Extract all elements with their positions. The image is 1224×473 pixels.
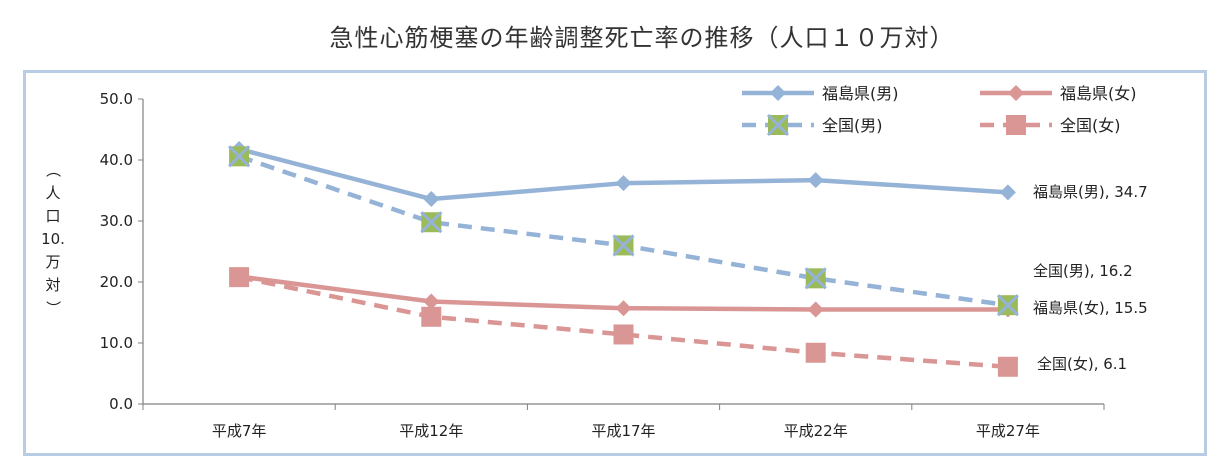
x-square-marker-cross	[804, 267, 827, 290]
diamond-marker	[807, 301, 824, 318]
y-tick-label: 0.0	[109, 395, 133, 413]
square-marker	[229, 267, 250, 288]
y-axis-label: （ 人口 10. 万対 ）	[41, 162, 65, 315]
legend: 福島県(男) 福島県(女) 全国(男) 全国(女)	[742, 84, 1137, 137]
x-square-marker-cross	[612, 234, 635, 257]
x-tick-label: 平成17年	[591, 422, 655, 440]
y-axis-label-char: 対	[45, 276, 60, 294]
y-axis-label-char: ）	[44, 300, 62, 315]
data-label: 福島県(女), 15.5	[1033, 299, 1148, 317]
y-tick-label: 40.0	[100, 151, 133, 169]
square-marker	[805, 342, 826, 363]
y-axis-label-char: 10.	[41, 230, 65, 248]
x-tick-label: 平成27年	[976, 422, 1040, 440]
x-tick-label: 平成22年	[784, 422, 848, 440]
x-square-marker-cross	[228, 145, 251, 168]
square-marker	[421, 306, 442, 327]
y-tick-label: 10.0	[100, 334, 133, 352]
diamond-marker	[770, 85, 786, 101]
diamond-marker	[999, 184, 1016, 201]
square-marker	[997, 356, 1018, 377]
series-line	[238, 146, 1009, 202]
legend-entry: 福島県(女)	[1060, 84, 1137, 103]
series-markers	[228, 141, 1019, 377]
y-axis-label-char: 万	[45, 253, 60, 271]
y-axis-label-char: 口	[45, 207, 60, 225]
y-axis-label-char: 人	[45, 184, 60, 202]
data-label: 福島県(男), 34.7	[1033, 183, 1148, 201]
square-marker	[613, 324, 634, 345]
y-tick-label: 50.0	[100, 90, 133, 108]
diamond-marker	[1008, 85, 1024, 101]
x-square-marker-cross	[996, 294, 1019, 317]
legend-entry: 全国(女)	[1060, 116, 1121, 135]
x-tick-label: 平成7年	[212, 422, 267, 440]
diamond-marker	[423, 293, 440, 310]
diamond-marker	[423, 191, 440, 208]
diamond-marker	[615, 300, 632, 317]
diamond-marker	[807, 172, 824, 189]
chart-frame	[23, 70, 1207, 456]
x-square-marker-cross	[420, 211, 443, 234]
axes: 0.0 10.0 20.0 30.0 40.0 50.0 平成7年 平成12年 平成17年 平成2…	[41, 90, 1105, 440]
square-marker	[1006, 115, 1026, 135]
data-labels: 福島県(男), 34.7 福島県(女), 15.5 全国(男), 16.2 全国(女)…	[1033, 183, 1148, 373]
series-line	[238, 274, 1009, 370]
chart-title: 急性心筋梗塞の年齢調整死亡率の推移（人口１０万対）	[329, 24, 955, 52]
y-tick-label: 20.0	[100, 273, 133, 291]
data-label: 全国(男), 16.2	[1033, 262, 1133, 280]
diamond-marker	[615, 175, 632, 192]
data-label: 全国(女), 6.1	[1037, 355, 1127, 373]
x-square-marker-cross	[766, 113, 790, 137]
x-tick-label: 平成12年	[399, 422, 463, 440]
legend-entry: 福島県(男)	[822, 84, 899, 103]
y-tick-label: 30.0	[100, 212, 133, 230]
y-axis-label-char: （	[44, 162, 62, 177]
legend-entry: 全国(男)	[822, 116, 883, 135]
